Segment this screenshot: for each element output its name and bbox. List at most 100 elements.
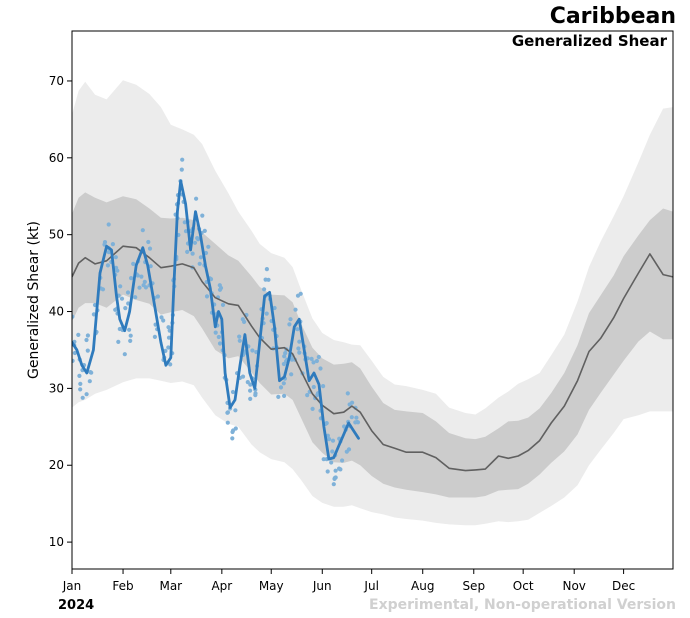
watermark: Experimental, Non-operational Version: [369, 597, 676, 613]
observation-point: [349, 415, 354, 420]
observation-point: [276, 394, 281, 399]
observation-point: [77, 373, 82, 378]
observation-point: [263, 277, 268, 282]
observation-point: [310, 406, 315, 411]
observation-point: [204, 294, 210, 299]
observation-point: [197, 261, 202, 266]
observation-point: [297, 350, 302, 355]
observation-point: [155, 294, 160, 299]
observation-point: [240, 317, 245, 322]
observation-point: [106, 250, 111, 255]
chart-title: Caribbean: [549, 4, 676, 29]
observation-point: [78, 381, 83, 386]
observation-point: [331, 482, 336, 487]
observation-point: [152, 334, 157, 339]
plot-area: [71, 30, 674, 570]
observation-point: [233, 408, 238, 413]
observation-point: [105, 263, 110, 268]
current-year-line: [72, 179, 360, 461]
observation-point: [296, 346, 301, 351]
observation-point: [289, 357, 294, 362]
observation-point: [137, 285, 142, 290]
observation-point: [314, 358, 319, 364]
observation-point: [166, 345, 171, 350]
observation-point: [330, 449, 335, 454]
observation-point: [262, 287, 267, 292]
observation-point: [283, 351, 288, 356]
observation-point: [282, 354, 287, 359]
observation-point: [148, 264, 153, 269]
observation-point: [264, 311, 269, 316]
observation-point: [143, 285, 148, 290]
observation-point: [128, 338, 133, 343]
observation-point: [80, 395, 85, 400]
x-tick-label: Nov: [562, 579, 585, 593]
observation-point: [327, 437, 332, 442]
observation-point: [288, 317, 293, 322]
y-axis-label: Generalized Shear (kt): [26, 221, 42, 379]
series-lines: [72, 179, 673, 472]
observation-point: [131, 261, 136, 266]
x-tick-label: Feb: [112, 579, 133, 593]
observation-point: [180, 157, 185, 162]
observation-point: [110, 242, 115, 247]
observation-point: [281, 381, 286, 386]
observation-point: [194, 196, 199, 201]
observation-point: [72, 314, 75, 319]
observation-point: [140, 228, 145, 233]
observation-point: [166, 335, 172, 340]
observation-point: [330, 438, 336, 443]
observation-point: [309, 356, 314, 361]
y-tick-label: 30: [49, 381, 64, 395]
observation-point: [123, 306, 128, 311]
observation-point: [159, 315, 164, 320]
observation-point: [116, 339, 121, 344]
observation-point: [240, 374, 246, 379]
observation-point: [88, 370, 93, 375]
y-tick-label: 70: [49, 74, 64, 88]
observation-point: [76, 332, 81, 337]
observation-point: [85, 348, 90, 353]
observation-point: [272, 305, 277, 311]
observation-point: [355, 419, 360, 425]
observation-point: [206, 244, 211, 249]
x-tick-label: Jan: [62, 579, 82, 593]
observation-point: [84, 337, 89, 343]
observation-point: [142, 279, 147, 284]
y-axis: 10 20 30 40 50 60 70: [49, 74, 72, 549]
observation-point: [250, 348, 255, 353]
observation-point: [128, 333, 133, 338]
observation-point: [337, 466, 342, 471]
observation-point: [179, 167, 184, 172]
observation-point: [248, 388, 253, 393]
observation-point: [293, 307, 298, 312]
observation-point: [127, 327, 132, 332]
observation-point: [129, 276, 134, 281]
observation-point: [139, 274, 144, 279]
observation-point: [332, 476, 337, 481]
observation-point: [133, 295, 138, 300]
observation-point: [78, 387, 83, 392]
x-tick-label: Sep: [462, 579, 485, 593]
observation-point: [230, 436, 235, 441]
observation-point: [237, 338, 242, 343]
x-tick-label: Dec: [612, 579, 635, 593]
x-tick-label: Aug: [411, 579, 434, 593]
observation-point: [311, 360, 316, 365]
observation-point: [278, 385, 284, 390]
plot-frame: [71, 30, 674, 570]
observation-point: [72, 350, 77, 356]
observation-point: [253, 393, 258, 398]
observation-point: [287, 322, 292, 327]
observation-point: [185, 249, 190, 254]
observation-point: [329, 460, 334, 465]
observation-point: [118, 284, 123, 289]
observation-point: [318, 366, 323, 371]
observation-point: [72, 358, 75, 363]
x-tick-label: Oct: [513, 579, 534, 593]
year-label: 2024: [58, 598, 95, 613]
observation-point: [190, 251, 195, 256]
x-tick-label: Jul: [363, 579, 378, 593]
observation-point: [350, 400, 355, 405]
